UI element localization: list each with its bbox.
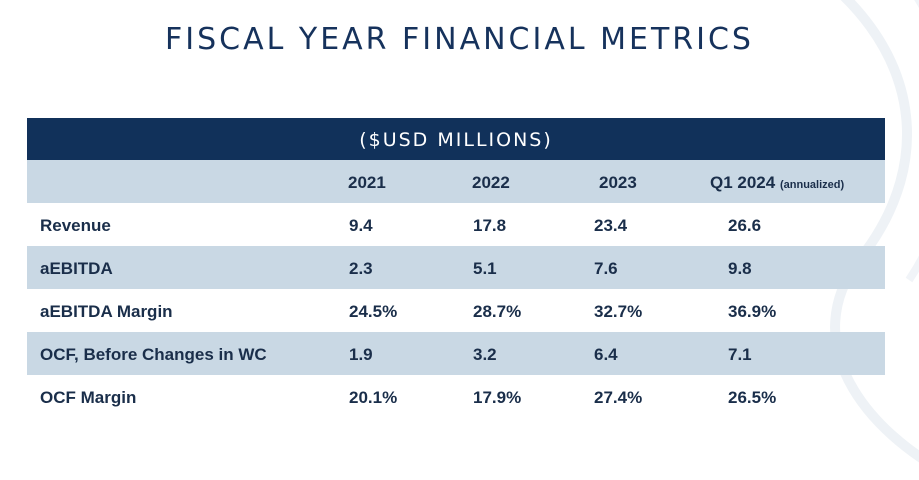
metrics-table: ($USD MILLIONS) 2021 2022 2023 Q1 2024 (… — [27, 118, 885, 418]
table-row-aebitda: aEBITDA 2.3 5.1 7.6 9.8 — [27, 246, 885, 289]
table-cell: 26.5% — [728, 388, 777, 407]
table-cell: 17.9% — [473, 388, 522, 407]
table-cell: 24.5% — [349, 302, 398, 321]
table-cell: 9.4 — [349, 216, 373, 235]
annualized-note: (annualized) — [779, 179, 845, 191]
table-cell: 20.1% — [349, 388, 398, 407]
table-cell: 1.9 — [349, 345, 373, 364]
table-cell: 27.4% — [594, 388, 643, 407]
table-row-ocf-before-wc: OCF, Before Changes in WC 1.9 3.2 6.4 7.… — [27, 332, 885, 375]
column-header-q1-2024-label: Q1 2024 — [710, 173, 776, 192]
table-cell: 6.4 — [594, 345, 618, 364]
column-header-2021: 2021 — [348, 173, 386, 192]
table-cell: 7.1 — [728, 345, 752, 364]
table-row-aebitda-margin: aEBITDA Margin 24.5% 28.7% 32.7% 36.9% — [27, 289, 885, 332]
table-cell: 5.1 — [473, 259, 497, 278]
table-cell: 2.3 — [349, 259, 373, 278]
table-cell: 32.7% — [594, 302, 643, 321]
row-label: aEBITDA — [40, 259, 113, 278]
table-cell: 9.8 — [728, 259, 752, 278]
table-cell: 3.2 — [473, 345, 497, 364]
row-label: Revenue — [40, 216, 111, 235]
column-header-q1-2024: Q1 2024 (annualized) — [710, 160, 844, 203]
table-cell: 28.7% — [473, 302, 522, 321]
table-header-row: 2021 2022 2023 Q1 2024 (annualized) — [27, 160, 885, 203]
table-row-ocf-margin: OCF Margin 20.1% 17.9% 27.4% 26.5% — [27, 375, 885, 418]
table-cell: 7.6 — [594, 259, 618, 278]
units-banner: ($USD MILLIONS) — [27, 118, 885, 160]
table-row-revenue: Revenue 9.4 17.8 23.4 26.6 — [27, 203, 885, 246]
row-label: OCF, Before Changes in WC — [40, 345, 267, 364]
column-header-2023: 2023 — [599, 173, 637, 192]
table-cell: 23.4 — [594, 216, 628, 235]
table-cell: 36.9% — [728, 302, 777, 321]
column-header-2022: 2022 — [472, 173, 510, 192]
table-cell: 17.8 — [473, 216, 507, 235]
row-label: aEBITDA Margin — [40, 302, 173, 321]
page-title: FISCAL YEAR FINANCIAL METRICS — [165, 22, 754, 57]
table-cell: 26.6 — [728, 216, 762, 235]
row-label: OCF Margin — [40, 388, 137, 407]
